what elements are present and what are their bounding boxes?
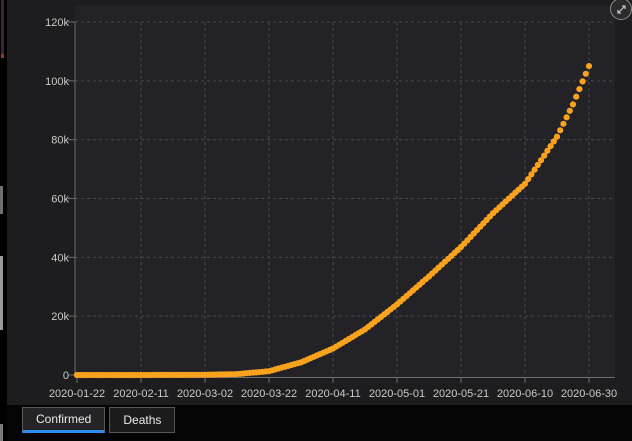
window-edge-purple-sliver [1, 0, 4, 55]
window-edge-gray-sliver-3 [0, 424, 3, 441]
tab-confirmed[interactable]: Confirmed [22, 407, 106, 433]
svg-text:2020-05-01: 2020-05-01 [369, 388, 425, 400]
window-edge-gray-sliver-1 [0, 186, 3, 214]
svg-text:2020-03-22: 2020-03-22 [241, 388, 297, 400]
svg-text:100k: 100k [45, 76, 69, 88]
svg-text:80k: 80k [51, 135, 69, 147]
svg-text:2020-05-21: 2020-05-21 [433, 388, 489, 400]
confirmed-cases-time-series-chart[interactable]: 0 20k 40k 60k 80k 100k 120k 2020-01-22 2020-02-1… [7, 0, 632, 405]
background-window-edge [0, 0, 7, 441]
expand-arrows-icon [616, 4, 626, 14]
tab-bar: Confirmed Deaths [0, 405, 632, 441]
svg-text:2020-03-02: 2020-03-02 [177, 388, 233, 400]
tab-deaths-label: Deaths [123, 413, 162, 427]
chart-panel: 0 20k 40k 60k 80k 100k 120k 2020-01-22 2020-02-1… [7, 0, 632, 405]
svg-text:2020-06-30: 2020-06-30 [561, 388, 617, 400]
svg-text:2020-01-22: 2020-01-22 [49, 388, 105, 400]
window-edge-red-sliver [1, 54, 4, 58]
svg-text:2020-04-11: 2020-04-11 [305, 388, 360, 400]
svg-text:60k: 60k [51, 194, 69, 206]
svg-text:120k: 120k [45, 17, 69, 29]
svg-text:2020-06-10: 2020-06-10 [497, 388, 553, 400]
svg-text:0: 0 [63, 370, 69, 382]
window-edge-gray-sliver-2 [0, 256, 3, 330]
svg-text:20k: 20k [51, 311, 69, 323]
tab-deaths[interactable]: Deaths [109, 407, 176, 433]
tab-confirmed-label: Confirmed [36, 412, 92, 426]
svg-text:2020-02-11: 2020-02-11 [113, 388, 168, 400]
svg-text:40k: 40k [51, 252, 69, 264]
